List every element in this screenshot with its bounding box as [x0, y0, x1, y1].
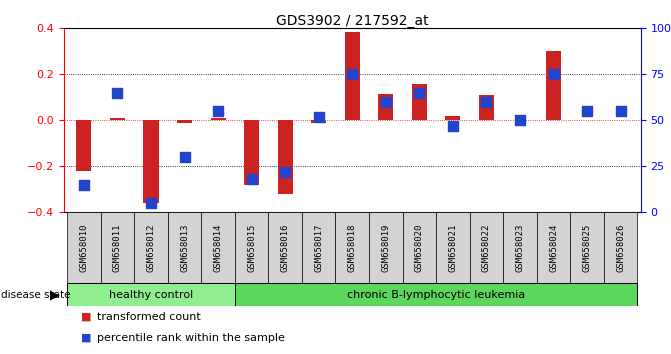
Bar: [101, 212, 134, 283]
Text: GSM658021: GSM658021: [448, 224, 458, 272]
Text: GSM658020: GSM658020: [415, 224, 424, 272]
Bar: [546, 51, 561, 120]
Text: GSM658023: GSM658023: [515, 224, 525, 272]
Text: transformed count: transformed count: [97, 312, 201, 322]
Point: [246, 176, 257, 182]
Point: [112, 90, 123, 96]
Bar: [134, 212, 168, 283]
Bar: [570, 212, 604, 283]
Bar: [470, 212, 503, 283]
Text: GSM658014: GSM658014: [213, 224, 223, 272]
Point: [79, 182, 89, 188]
Point: [448, 123, 458, 129]
Point: [313, 114, 324, 120]
Text: GSM658011: GSM658011: [113, 224, 122, 272]
Text: GSM658016: GSM658016: [280, 224, 290, 272]
Text: GSM658017: GSM658017: [314, 224, 323, 272]
Text: ▶: ▶: [50, 288, 60, 301]
Bar: [446, 116, 460, 120]
Text: GSM658010: GSM658010: [79, 224, 89, 272]
Point: [548, 72, 559, 77]
Text: GSM658018: GSM658018: [348, 224, 357, 272]
Bar: [244, 120, 259, 185]
Point: [414, 90, 425, 96]
Bar: [76, 120, 91, 171]
Point: [380, 99, 391, 105]
Text: GSM658015: GSM658015: [247, 224, 256, 272]
Text: GDS3902 / 217592_at: GDS3902 / 217592_at: [276, 14, 429, 28]
Bar: [311, 120, 326, 123]
Point: [515, 118, 525, 123]
Point: [481, 99, 492, 105]
Text: GSM658013: GSM658013: [180, 224, 189, 272]
Bar: [604, 212, 637, 283]
Text: GSM658019: GSM658019: [381, 224, 391, 272]
Bar: [412, 84, 427, 120]
Bar: [268, 212, 302, 283]
Bar: [201, 212, 235, 283]
Point: [213, 108, 223, 114]
Bar: [369, 212, 403, 283]
Bar: [378, 94, 393, 120]
Text: healthy control: healthy control: [109, 290, 193, 300]
Text: GSM658024: GSM658024: [549, 224, 558, 272]
Text: ■: ■: [81, 333, 91, 343]
Text: GSM658025: GSM658025: [582, 224, 592, 272]
Bar: [110, 118, 125, 120]
Point: [347, 72, 358, 77]
Point: [179, 154, 190, 160]
Point: [146, 200, 156, 206]
Bar: [67, 283, 235, 306]
Bar: [336, 212, 369, 283]
Bar: [278, 120, 293, 194]
Bar: [67, 212, 101, 283]
Point: [280, 169, 291, 175]
Text: chronic B-lymphocytic leukemia: chronic B-lymphocytic leukemia: [347, 290, 525, 300]
Bar: [479, 95, 494, 120]
Bar: [168, 212, 201, 283]
Text: GSM658022: GSM658022: [482, 224, 491, 272]
Bar: [345, 32, 360, 120]
Bar: [302, 212, 336, 283]
Bar: [144, 120, 158, 203]
Text: ■: ■: [81, 312, 91, 322]
Bar: [436, 212, 470, 283]
Text: percentile rank within the sample: percentile rank within the sample: [97, 333, 285, 343]
Bar: [503, 212, 537, 283]
Bar: [403, 212, 436, 283]
Point: [582, 108, 592, 114]
Bar: [177, 120, 192, 123]
Point: [615, 108, 626, 114]
Bar: [211, 118, 225, 120]
Bar: [235, 212, 268, 283]
Bar: [537, 212, 570, 283]
Text: GSM658012: GSM658012: [146, 224, 156, 272]
Text: GSM658026: GSM658026: [616, 224, 625, 272]
Text: disease state: disease state: [1, 290, 71, 300]
Bar: [235, 283, 637, 306]
